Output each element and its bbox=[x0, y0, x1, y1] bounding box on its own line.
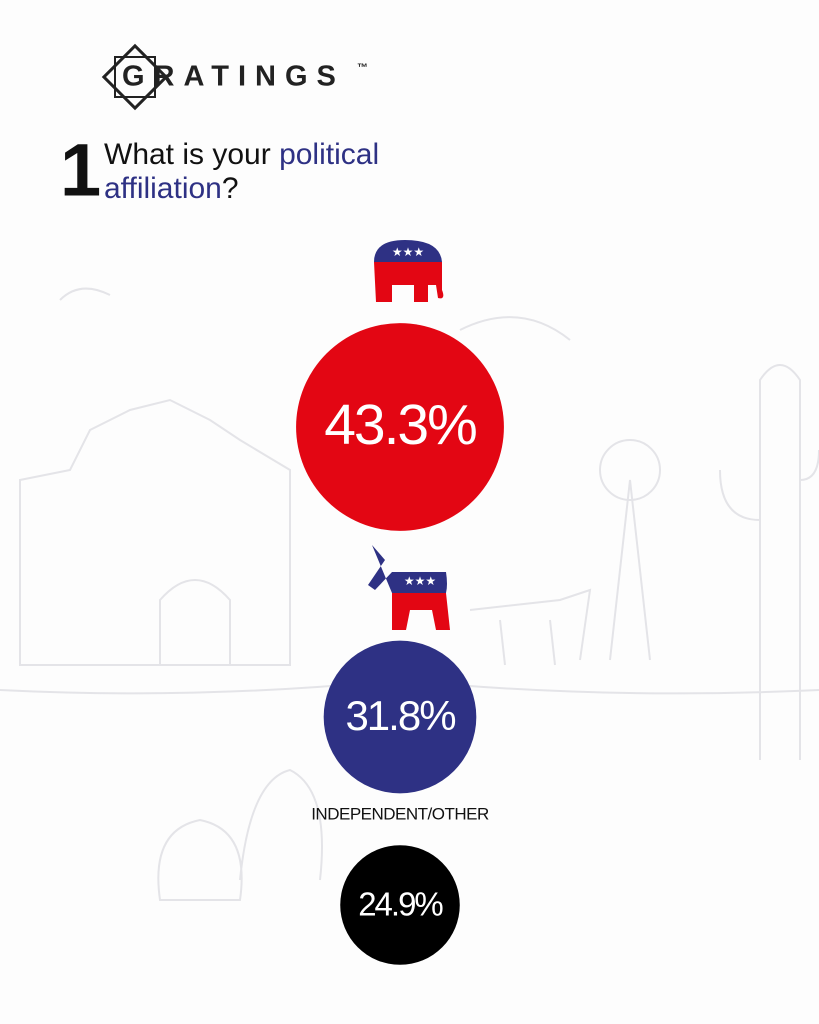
title-highlight: affiliation bbox=[104, 172, 222, 205]
question-number: 1 bbox=[60, 129, 101, 212]
question-line: What is your political bbox=[104, 138, 379, 171]
brand: GRATINGS bbox=[122, 61, 345, 93]
bubble bbox=[340, 845, 460, 965]
trademark: ™ bbox=[357, 62, 368, 74]
title-text: ? bbox=[222, 172, 239, 205]
logo-square bbox=[114, 56, 156, 98]
logo: GRATINGS ™ bbox=[101, 43, 368, 111]
value-label: 24.9% bbox=[358, 886, 443, 923]
title-text: What is your bbox=[104, 138, 279, 171]
bubble bbox=[296, 323, 504, 531]
category-label: INDEPENDENT/OTHER bbox=[311, 805, 489, 824]
question-line: affiliation? bbox=[104, 172, 239, 205]
value-label: 43.3% bbox=[324, 393, 476, 457]
svg-text:★★★: ★★★ bbox=[392, 245, 424, 259]
svg-text:★★★: ★★★ bbox=[404, 574, 436, 588]
republican-icon: ★★★ bbox=[374, 240, 444, 302]
bubble bbox=[323, 640, 477, 794]
title-highlight: political bbox=[279, 138, 379, 171]
democrat-icon: ★★★ bbox=[368, 545, 450, 630]
value-label: 31.8% bbox=[345, 692, 455, 739]
logo-diamond bbox=[101, 43, 169, 111]
